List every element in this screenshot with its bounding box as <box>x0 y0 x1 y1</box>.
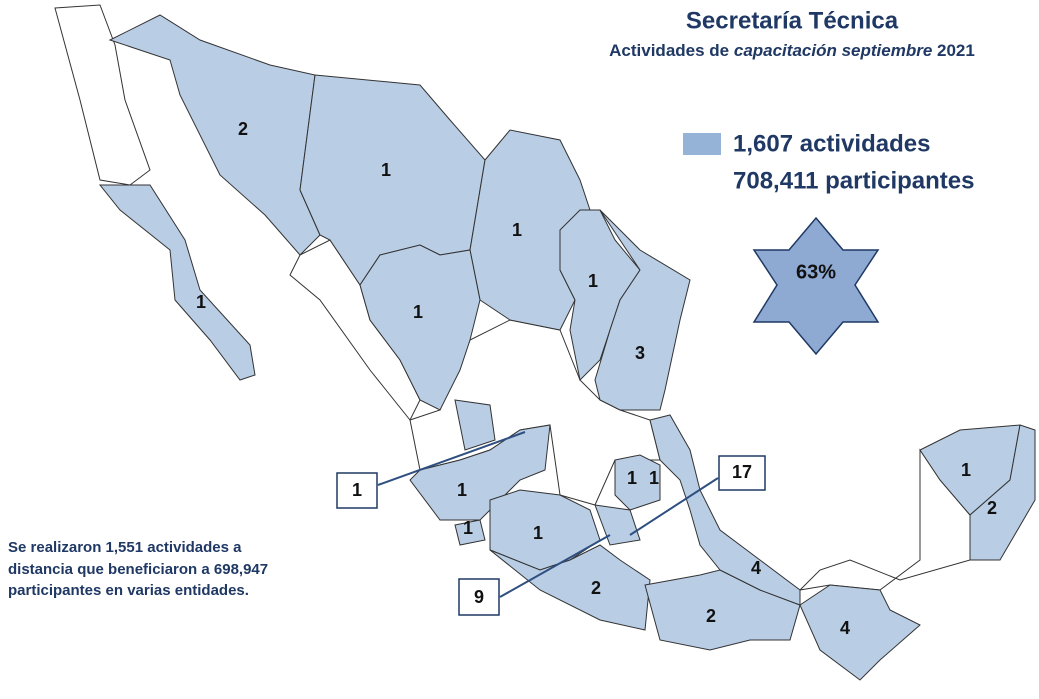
state <box>594 504 641 546</box>
legend-line: 708,411 participantes <box>733 167 974 194</box>
state-label: 1 <box>457 480 467 500</box>
state <box>799 584 921 681</box>
state-label: 3 <box>635 343 645 363</box>
state <box>409 424 551 521</box>
baja-california <box>54 4 151 186</box>
legend-swatch <box>683 133 721 155</box>
state-label: 2 <box>591 578 601 598</box>
note-line: participantes en varias entidades. <box>8 582 249 599</box>
state-label: 1 <box>649 468 659 488</box>
state-label: 2 <box>706 606 716 626</box>
subtitle-part: Actividades de <box>609 41 734 60</box>
badge-label: 63% <box>796 261 836 283</box>
state <box>454 399 496 451</box>
state <box>594 209 691 411</box>
state-label: 1 <box>533 523 543 543</box>
state-label: 4 <box>840 618 850 638</box>
state <box>644 569 801 651</box>
subtitle-part: septiembre <box>837 41 932 60</box>
title: Secretaría Técnica <box>686 7 899 34</box>
callout-label: 17 <box>732 462 752 482</box>
subtitle-part: capacitación <box>734 41 837 60</box>
callout-label: 9 <box>474 587 484 607</box>
callout-box <box>458 578 500 616</box>
callout-line <box>377 431 526 486</box>
state <box>359 244 481 411</box>
legend-line: 1,607 actividades <box>733 130 930 157</box>
state <box>614 454 661 511</box>
callout-line <box>499 534 611 598</box>
note-line: distancia que beneficiaron a 698,947 <box>8 561 268 578</box>
subtitle-part: 2021 <box>932 41 975 60</box>
badge-star <box>752 216 880 356</box>
callout-line <box>629 477 719 536</box>
callout-label: 1 <box>352 480 362 500</box>
state-label: 1 <box>627 468 637 488</box>
note-line: Se realizaron 1,551 actividades a <box>8 539 242 556</box>
state-label: 2 <box>987 498 997 518</box>
state-label: 1 <box>413 302 423 322</box>
state-label: 1 <box>381 160 391 180</box>
callout-box <box>336 472 378 509</box>
state <box>649 414 801 606</box>
state-label: 1 <box>512 220 522 240</box>
state <box>969 424 1036 561</box>
state-label: 1 <box>961 460 971 480</box>
subtitle: Actividades de capacitación septiembre 2… <box>609 41 975 60</box>
callout-box <box>718 455 766 491</box>
state-label: 1 <box>588 271 598 291</box>
state-label: 4 <box>751 558 761 578</box>
state-label: 1 <box>196 292 206 312</box>
state-label: 2 <box>238 119 248 139</box>
state-label: 1 <box>463 518 473 538</box>
state <box>454 519 486 546</box>
state <box>98 184 256 381</box>
